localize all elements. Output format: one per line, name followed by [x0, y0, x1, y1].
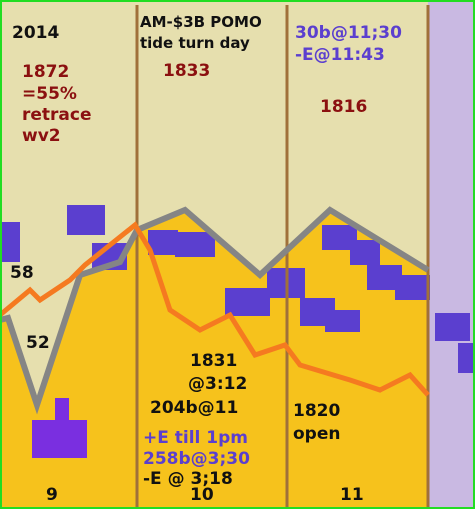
- label: -E@11:43: [295, 45, 385, 65]
- label: 1831: [190, 351, 237, 371]
- area: [0, 210, 428, 509]
- label: 2014: [12, 23, 59, 43]
- label: retrace: [22, 105, 92, 125]
- label: 9: [46, 485, 58, 505]
- orange-line: [0, 221, 430, 397]
- label: +E till 1pm: [143, 428, 248, 448]
- labels: 2014 1872 =55% retrace wv2 58 52 9 AM-$3…: [10, 13, 402, 505]
- label: 58: [10, 263, 34, 283]
- label: 1816: [320, 97, 367, 117]
- label: 1872: [22, 62, 69, 82]
- side-strip: [428, 0, 475, 509]
- label: tide turn day: [140, 34, 250, 52]
- label: 1833: [163, 61, 210, 81]
- label: @3:12: [188, 374, 247, 394]
- label: -E @ 3;18: [143, 469, 233, 489]
- gray-line: [0, 206, 430, 415]
- label: 204b@11: [150, 398, 238, 418]
- label: 52: [26, 333, 50, 353]
- label: 1820: [293, 401, 340, 421]
- label: =55%: [22, 84, 77, 104]
- label: 30b@11;30: [295, 23, 402, 43]
- label: 258b@3;30: [143, 449, 250, 469]
- label: 11: [340, 485, 364, 505]
- label: open: [293, 424, 340, 444]
- label: wv2: [22, 126, 61, 146]
- day-dividers: [135, 5, 430, 509]
- label: 10: [190, 485, 214, 505]
- label: AM-$3B POMO: [140, 13, 262, 31]
